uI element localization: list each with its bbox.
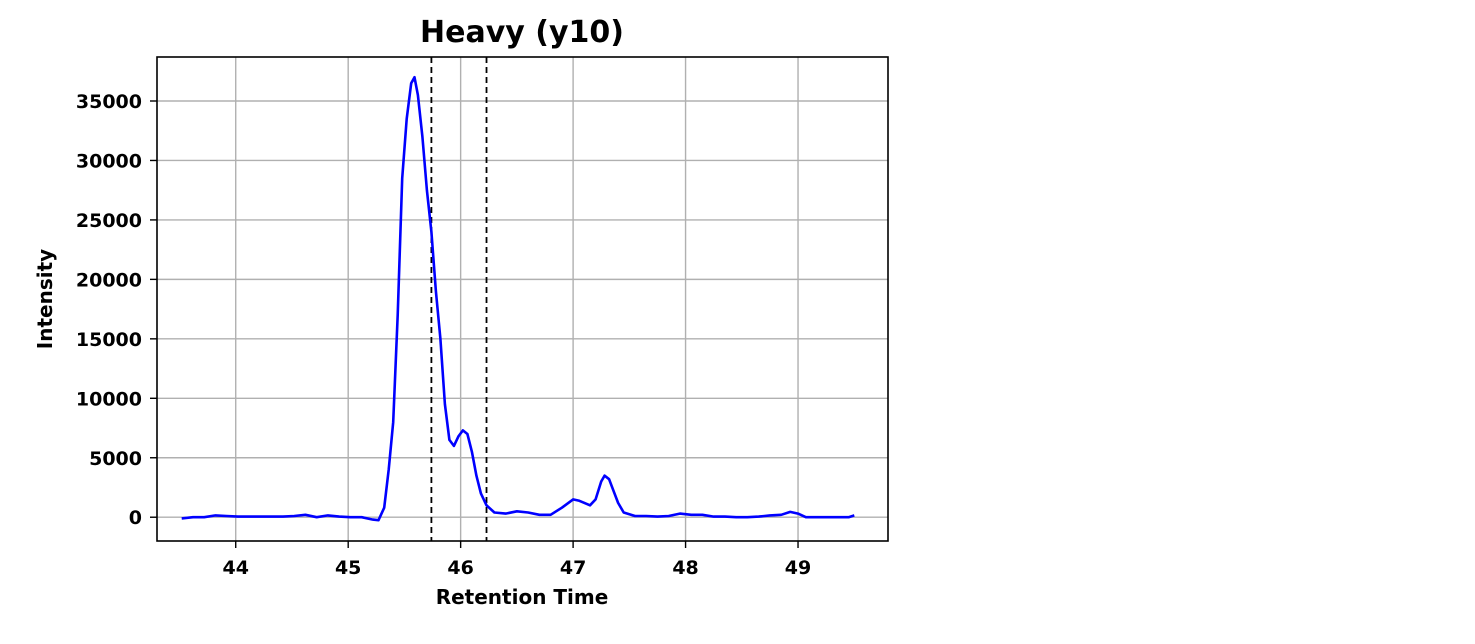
y-axis-label: Intensity (33, 249, 57, 349)
x-tick-label: 44 (222, 557, 248, 579)
y-tick-label: 20000 (76, 269, 142, 291)
marker-lines (430, 57, 488, 541)
y-tick-label: 30000 (76, 150, 142, 172)
x-tick-label: 45 (335, 557, 361, 579)
x-tick-label: 48 (672, 557, 698, 579)
plot-frame (156, 56, 889, 542)
y-tick-label: 25000 (76, 210, 142, 232)
grid (157, 57, 888, 541)
series-line (181, 75, 855, 522)
y-tick-label: 15000 (76, 329, 142, 351)
y-tick-label: 0 (129, 507, 142, 529)
y-axis-ticks: 0 5000 10000 15000 20000 25000 30000 35000 (76, 91, 157, 529)
y-tick-label: 35000 (76, 91, 142, 113)
x-tick-label: 47 (560, 557, 586, 579)
y-tick-label: 5000 (89, 448, 142, 470)
y-tick-label: 10000 (76, 388, 142, 410)
x-tick-label: 46 (447, 557, 473, 579)
chart-title: Heavy (y10) (420, 15, 624, 50)
x-axis-label: Retention Time (436, 585, 609, 609)
x-tick-label: 49 (785, 557, 811, 579)
x-axis-ticks: 44 45 46 47 48 49 (222, 541, 811, 579)
